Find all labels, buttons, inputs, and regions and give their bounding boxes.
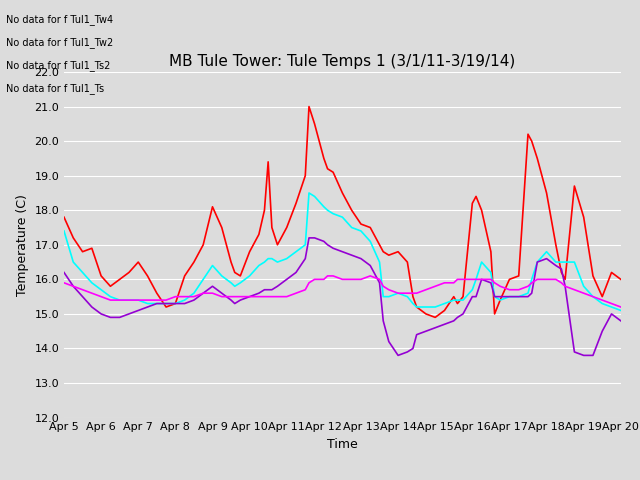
Text: No data for f Tul1_Ts: No data for f Tul1_Ts	[6, 84, 104, 95]
Text: No data for f Tul1_Tw2: No data for f Tul1_Tw2	[6, 37, 114, 48]
Text: No data for f Tul1_Ts2: No data for f Tul1_Ts2	[6, 60, 111, 72]
X-axis label: Time: Time	[327, 438, 358, 451]
Title: MB Tule Tower: Tule Temps 1 (3/1/11-3/19/14): MB Tule Tower: Tule Temps 1 (3/1/11-3/19…	[169, 54, 516, 70]
Text: No data for f Tul1_Tw4: No data for f Tul1_Tw4	[6, 14, 113, 25]
Y-axis label: Temperature (C): Temperature (C)	[16, 194, 29, 296]
